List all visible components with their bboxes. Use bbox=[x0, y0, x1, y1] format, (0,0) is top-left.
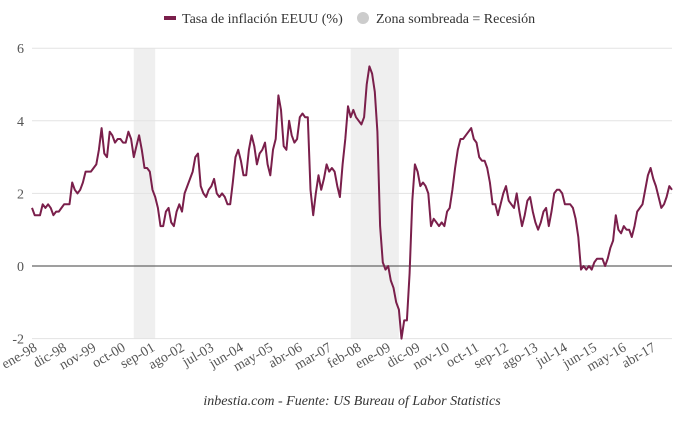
y-axis: -2 0 2 4 6 bbox=[12, 42, 24, 347]
y-tick-label: 0 bbox=[17, 260, 24, 275]
source-note: inbestia.com - Fuente: US Bureau of Labo… bbox=[203, 394, 501, 409]
y-tick-label: 6 bbox=[17, 42, 24, 57]
y-tick-label: 4 bbox=[17, 115, 24, 130]
inflation-line bbox=[31, 65, 673, 340]
legend-recession-swatch bbox=[357, 12, 369, 24]
legend-label-inflation: Tasa de inflación EEUU (%) bbox=[182, 12, 343, 27]
y-tick-label: -2 bbox=[12, 333, 24, 348]
legend-item-recession[interactable]: Zona sombreada = Recesión bbox=[357, 12, 535, 27]
gridlines bbox=[32, 47, 672, 340]
legend-item-inflation[interactable]: Tasa de inflación EEUU (%) bbox=[164, 12, 343, 27]
legend-label-recession: Zona sombreada = Recesión bbox=[376, 12, 535, 27]
legend: Tasa de inflación EEUU (%) Zona sombread… bbox=[164, 12, 535, 27]
y-tick-label: 2 bbox=[17, 187, 24, 202]
legend-line-swatch bbox=[164, 16, 176, 20]
x-tick-label: abr-17 bbox=[620, 340, 659, 371]
x-axis: ene-98dic-98nov-99oct-00sep-01ago-02jul-… bbox=[0, 340, 659, 374]
